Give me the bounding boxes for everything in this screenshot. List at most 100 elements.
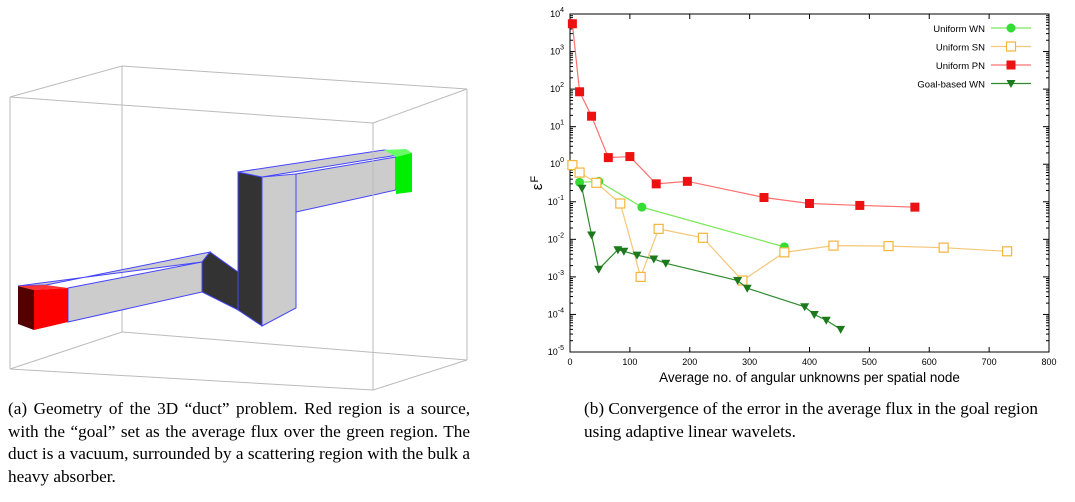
- plot-layer: 0 100 200 300 400 500 600 700 80010-510-410-310-…: [548, 7, 1057, 367]
- source-region-top: [18, 285, 68, 290]
- duct-riser-face: [261, 173, 297, 327]
- x-tick-label: 300: [742, 357, 757, 367]
- data-point-uniform-pn: [855, 200, 865, 210]
- y-axis-label: εF: [530, 176, 546, 191]
- data-point-uniform-sn: [883, 241, 894, 252]
- y-axis-label-sub: F: [530, 176, 541, 183]
- data-point-uniform-pn: [625, 152, 635, 162]
- x-tick-label: 500: [862, 357, 877, 367]
- data-point-uniform-wn: [637, 202, 647, 212]
- x-tick-label: 0: [567, 357, 572, 367]
- y-tick-label: 10-2: [548, 232, 564, 244]
- y-tick-exponent: -5: [558, 345, 564, 352]
- y-tick-base: 10: [550, 122, 560, 132]
- data-point-uniform-sn: [567, 159, 578, 171]
- box-front-edge: [9, 368, 374, 391]
- data-point-goal-based-wn: [821, 316, 831, 325]
- caption-b: (b) Convergence of the error in the aver…: [584, 399, 1039, 441]
- data-point-uniform-pn: [910, 202, 920, 212]
- y-tick-exponent: 4: [560, 7, 564, 14]
- source-region-side: [18, 286, 34, 330]
- data-point-goal-based-wn: [733, 277, 743, 286]
- bounding-box: [9, 65, 468, 370]
- legend-label-uniform-sn: Uniform SN: [936, 43, 985, 54]
- data-point-goal-based-wn: [800, 303, 810, 312]
- data-point-uniform-sn: [697, 232, 709, 243]
- y-tick-label: 101: [550, 120, 564, 132]
- y-tick-base: 10: [548, 272, 558, 282]
- data-point-goal-based-wn: [619, 247, 629, 256]
- y-tick-exponent: 2: [560, 82, 564, 89]
- legend-marker-uniform-wn: [1006, 23, 1016, 33]
- data-point-uniform-pn: [759, 192, 769, 202]
- legend-label-goal-based-wn: Goal-based WN: [917, 80, 985, 91]
- box-back-edges: [9, 65, 123, 370]
- y-tick-base: 10: [550, 47, 560, 57]
- box-back-edge: [121, 65, 468, 90]
- data-point-uniform-pn: [805, 198, 814, 208]
- legend-marker-uniform-sn: [1005, 41, 1017, 52]
- goal-region-front: [396, 153, 412, 194]
- data-point-goal-based-wn: [836, 325, 846, 334]
- legend-marker-goal-based-wn: [1006, 80, 1016, 88]
- y-tick-exponent: -2: [558, 232, 564, 239]
- data-point-uniform-pn: [587, 111, 597, 121]
- x-tick-label: 600: [922, 357, 937, 367]
- data-point-uniform-sn: [828, 240, 839, 251]
- convergence-chart: 0 100 200 300 400 500 600 700 800 10-5 10-4 10-3 10-…: [529, 0, 1075, 395]
- data-point-goal-based-wn: [632, 251, 642, 260]
- data-point-uniform-wn: [575, 177, 585, 187]
- box-front-edge: [372, 88, 468, 124]
- convergence-chart-svg: 0 100 200 300 400 500 600 700 80010-510-410-310-…: [529, 7, 1057, 385]
- y-tick-base: 10: [548, 347, 558, 357]
- data-point-uniform-sn: [779, 247, 790, 258]
- duct-geometry-figure: [0, 0, 520, 395]
- legend-label-uniform-pn: Uniform PN: [936, 61, 985, 72]
- data-point-goal-based-wn: [649, 255, 659, 264]
- box-front-edge: [9, 96, 374, 124]
- x-tick-label: 700: [982, 357, 997, 367]
- y-tick-label: 10-1: [548, 195, 564, 207]
- data-point-goal-based-wn: [809, 310, 819, 319]
- y-tick-exponent: 1: [560, 120, 564, 127]
- y-tick-label: 10-4: [548, 307, 564, 319]
- x-tick-label: 100: [622, 357, 637, 367]
- data-point-goal-based-wn: [577, 184, 587, 193]
- y-axis-label-main: ε: [530, 183, 546, 190]
- duct-geometry-svg: [9, 65, 468, 391]
- bounding-box-front: [9, 88, 468, 391]
- goal-region-top: [384, 149, 412, 157]
- data-point-goal-based-wn: [587, 231, 597, 240]
- box-front-edge: [372, 359, 468, 391]
- duct-dark-riser: [237, 171, 263, 327]
- data-point-uniform-sn: [1001, 246, 1013, 257]
- y-tick-base: 10: [550, 84, 560, 94]
- legend-marker-uniform-pn: [1006, 60, 1016, 70]
- y-tick-base: 10: [548, 309, 558, 319]
- x-tick-label: 800: [1041, 357, 1056, 367]
- data-point-uniform-pn: [567, 19, 577, 29]
- y-tick-label: 100: [550, 157, 564, 169]
- x-tick-label: 200: [682, 357, 697, 367]
- y-tick-exponent: -3: [558, 270, 564, 277]
- series-line-goal-based-wn: [581, 188, 841, 330]
- y-tick-base: 10: [548, 197, 558, 207]
- legend-label-uniform-wn: Uniform WN: [933, 24, 985, 35]
- y-tick-base: 10: [548, 234, 558, 244]
- y-tick-label: 10-5: [548, 345, 564, 357]
- data-point-uniform-sn: [591, 177, 602, 188]
- x-axis-label: Average no. of angular unknowns per spat…: [659, 370, 960, 385]
- source-region-front: [34, 288, 68, 330]
- y-tick-label: 102: [550, 82, 564, 94]
- series-line-uniform-pn: [571, 23, 915, 208]
- duct-dark-block-lower: [201, 251, 239, 311]
- y-tick-exponent: -1: [558, 195, 564, 202]
- data-point-uniform-pn: [575, 87, 585, 97]
- y-tick-base: 10: [550, 9, 560, 19]
- data-point-uniform-pn: [603, 153, 613, 163]
- data-point-uniform-sn: [938, 242, 949, 253]
- data-point-uniform-pn: [682, 176, 692, 186]
- x-tick-label: 400: [802, 357, 817, 367]
- series-line-uniform-wn: [579, 180, 785, 248]
- data-point-uniform-sn: [615, 198, 626, 209]
